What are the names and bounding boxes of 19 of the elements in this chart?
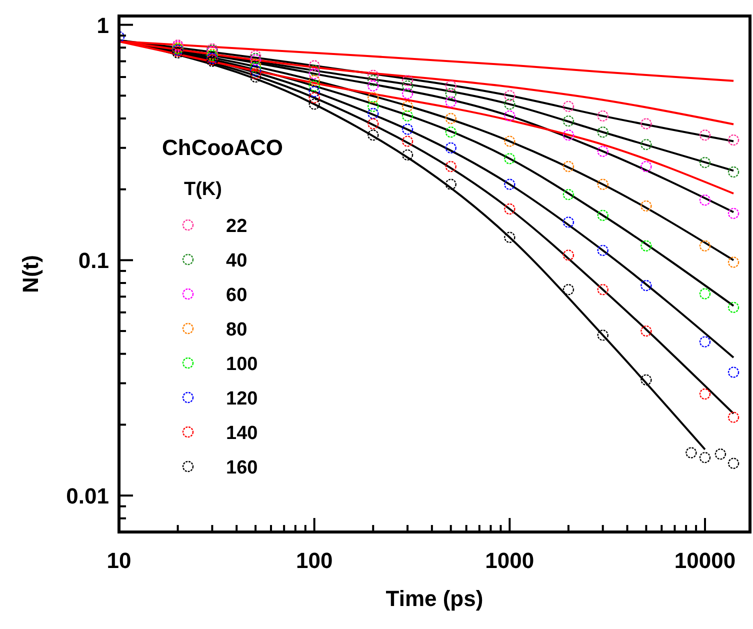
y-tick-label: 1 (96, 12, 109, 38)
legend-title: T(K) (184, 179, 222, 200)
y-tick-label: 0.01 (66, 484, 109, 509)
x-tick-label: 10 (106, 548, 132, 573)
legend-label: 22 (226, 216, 248, 237)
legend-label: 80 (226, 320, 248, 340)
x-tick-label: 100 (296, 548, 333, 573)
legend-label: 40 (226, 250, 248, 272)
legend-label: 60 (226, 285, 248, 306)
x-tick-label: 1000 (485, 548, 534, 573)
y-tick-label: 0.1 (78, 248, 109, 274)
legend-label: 100 (226, 354, 258, 375)
x-tick-label: 10000 (674, 548, 736, 573)
y-axis-title: N(t) (18, 255, 43, 293)
legend-label: 120 (226, 388, 258, 410)
x-axis-title: Time (ps) (386, 586, 484, 611)
annotation: ChCooACO (162, 135, 283, 160)
legend-label: 140 (226, 423, 258, 444)
legend-label: 160 (226, 458, 258, 478)
